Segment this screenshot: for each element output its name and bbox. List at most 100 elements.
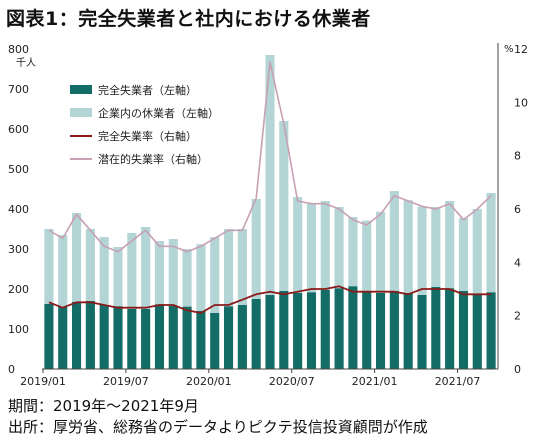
legend-swatch xyxy=(70,108,92,117)
bar-unemployed xyxy=(362,292,372,369)
bar-furlough xyxy=(472,209,482,294)
bar-unemployed xyxy=(237,305,247,369)
left-tick-label: 800 xyxy=(8,43,29,56)
bar-furlough xyxy=(306,203,317,293)
bar-furlough xyxy=(223,229,234,307)
bar-furlough xyxy=(403,200,413,293)
right-axis-unit: % xyxy=(504,44,514,55)
right-tick-label: 10 xyxy=(514,96,528,109)
bar-unemployed xyxy=(486,292,496,369)
bar-furlough xyxy=(417,206,427,295)
legend-label: 完全失業率（右軸） xyxy=(98,129,197,143)
bar-furlough xyxy=(293,197,303,293)
bar-unemployed xyxy=(320,289,330,369)
period-note: 期間：2019年～2021年9月 xyxy=(8,397,199,415)
legend-label: 企業内の休業者（左軸） xyxy=(98,106,219,120)
bar-unemployed xyxy=(279,291,289,369)
bar-unemployed xyxy=(293,293,303,369)
bar-furlough xyxy=(251,199,261,299)
bar-furlough xyxy=(44,229,54,304)
bar-unemployed xyxy=(58,307,68,369)
bar-unemployed xyxy=(375,293,386,369)
line-latent-unemployment-rate xyxy=(48,61,492,253)
bar-unemployed xyxy=(182,306,192,369)
right-tick-label: 12 xyxy=(514,43,528,56)
bar-furlough xyxy=(431,207,441,287)
bar-furlough xyxy=(168,239,178,306)
left-tick-label: 0 xyxy=(8,363,15,376)
bar-unemployed xyxy=(113,306,123,369)
x-tick-label: 2021/07 xyxy=(435,375,481,388)
x-tick-label: 2020/07 xyxy=(269,375,315,388)
legend-label: 完全失業者（左軸） xyxy=(98,83,197,97)
bar-unemployed xyxy=(154,304,165,369)
bar-furlough xyxy=(279,121,289,291)
bar-furlough xyxy=(58,235,68,307)
bar-unemployed xyxy=(348,286,358,369)
bar-unemployed xyxy=(458,291,469,369)
left-tick-label: 600 xyxy=(8,123,29,136)
bar-furlough xyxy=(182,249,192,307)
bar-unemployed xyxy=(306,292,317,369)
right-tick-label: 2 xyxy=(514,310,521,323)
bar-unemployed xyxy=(472,293,482,369)
chart-title: 図表1：完全失業者と社内における休業者 xyxy=(6,8,371,30)
bar-furlough xyxy=(375,211,386,293)
x-tick-label: 2019/01 xyxy=(20,375,66,388)
x-tick-label: 2021/01 xyxy=(352,375,398,388)
bar-furlough xyxy=(362,220,372,293)
x-tick-label: 2019/07 xyxy=(103,375,149,388)
bar-unemployed xyxy=(417,295,427,369)
bar-furlough xyxy=(99,237,109,305)
bar-furlough xyxy=(458,218,469,291)
right-tick-label: 4 xyxy=(514,256,521,269)
bar-furlough xyxy=(237,229,247,305)
bar-unemployed xyxy=(85,301,95,369)
left-tick-label: 500 xyxy=(8,163,29,176)
bar-furlough xyxy=(348,217,358,287)
bar-furlough xyxy=(320,201,330,290)
bar-furlough xyxy=(71,213,82,302)
legend-label: 潜在的失業率（右軸） xyxy=(98,152,208,166)
bar-unemployed xyxy=(44,303,54,369)
bar-furlough xyxy=(445,201,455,289)
left-tick-label: 200 xyxy=(8,283,29,296)
bar-furlough xyxy=(265,55,275,295)
bars-layer xyxy=(44,55,496,369)
left-tick-label: 100 xyxy=(8,323,29,336)
source-note: 出所：厚労省、総務省のデータよりピクテ投信投資顧問が作成 xyxy=(8,418,428,436)
bar-unemployed xyxy=(431,287,441,369)
bar-unemployed xyxy=(141,309,151,369)
bar-unemployed xyxy=(99,305,109,369)
bar-unemployed xyxy=(265,295,275,369)
bar-unemployed xyxy=(196,311,206,369)
bar-furlough xyxy=(196,244,206,311)
left-axis-unit: 千人 xyxy=(16,57,36,69)
bar-unemployed xyxy=(334,288,344,369)
line-unemployment-rate xyxy=(48,285,492,314)
bar-furlough xyxy=(113,247,123,307)
bar-furlough xyxy=(486,193,496,293)
left-tick-label: 300 xyxy=(8,243,29,256)
bar-furlough xyxy=(141,227,151,309)
legend: 完全失業者（左軸） 企業内の休業者（左軸） 完全失業率（右軸） 潜在的失業率（右軸） xyxy=(70,83,219,166)
bar-unemployed xyxy=(251,299,261,369)
left-tick-label: 400 xyxy=(8,203,29,216)
bar-unemployed xyxy=(389,291,399,369)
bar-unemployed xyxy=(403,293,413,369)
x-tick-label: 2020/01 xyxy=(186,375,232,388)
right-tick-label: 0 xyxy=(514,363,521,376)
bar-furlough xyxy=(154,241,165,305)
legend-swatch xyxy=(70,85,92,94)
bar-unemployed xyxy=(71,301,82,369)
bar-unemployed xyxy=(445,288,455,369)
bar-unemployed xyxy=(168,305,178,369)
bar-furlough xyxy=(210,237,220,313)
bar-furlough xyxy=(85,229,95,301)
left-tick-label: 700 xyxy=(8,83,29,96)
right-tick-label: 6 xyxy=(514,203,521,216)
bar-furlough xyxy=(389,191,399,291)
bar-unemployed xyxy=(223,306,234,369)
